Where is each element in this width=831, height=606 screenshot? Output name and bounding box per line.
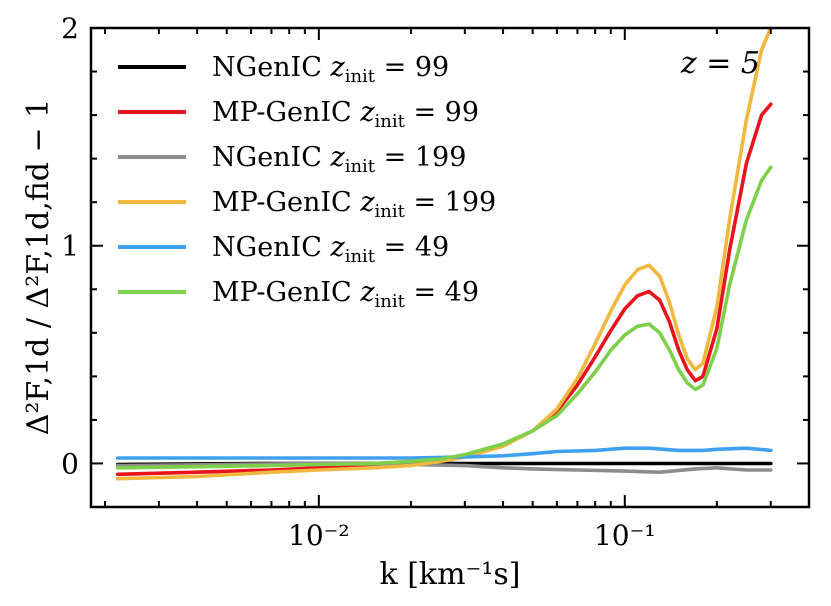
legend-z-symbol: z (359, 187, 375, 218)
x-tick-label: 10⁻² (288, 519, 350, 552)
legend-label: MP-GenIC zinit = 99 (212, 97, 479, 132)
legend-label: MP-GenIC zinit = 49 (212, 277, 479, 312)
series-line-6 (115, 165, 773, 470)
legend-zinit-value: = 49 (405, 277, 479, 308)
legend-label: MP-GenIC zinit = 199 (212, 187, 496, 222)
legend-z-symbol: z (329, 142, 345, 173)
y-tick-label: 0 (61, 447, 79, 480)
legend-z-symbol: z (359, 97, 375, 128)
legend-z-symbol: z (329, 232, 345, 263)
x-tick-label: 10⁻¹ (594, 519, 656, 552)
legend-label: NGenIC zinit = 199 (212, 142, 466, 177)
x-axis-label: k [km⁻¹s] (379, 557, 520, 592)
series-line-4 (115, 28, 773, 481)
legend-label: NGenIC zinit = 99 (212, 52, 449, 87)
legend-z-subscript: init (345, 246, 376, 267)
legend-z-subscript: init (345, 66, 376, 87)
series-layer (115, 28, 773, 481)
legend-zinit-value: = 99 (375, 52, 449, 83)
legend-z-subscript: init (375, 111, 406, 132)
legend-code: MP-GenIC (212, 187, 360, 218)
legend-zinit-value: = 99 (405, 97, 479, 128)
legend-z-symbol: z (359, 277, 375, 308)
legend-z-subscript: init (375, 201, 406, 222)
series-line-5 (115, 446, 773, 460)
legend-z-subscript: init (375, 291, 406, 312)
y-axis-label: Δ²F,1d / Δ²F,1d,fid − 1 (21, 99, 56, 436)
ticks-layer: 0 1 2 10⁻² 10⁻¹ (61, 12, 810, 552)
legend-code: MP-GenIC (212, 97, 360, 128)
legend-zinit-value: = 49 (375, 232, 449, 263)
plot-frame (89, 26, 811, 509)
redshift-annotation: z = 5 (680, 46, 760, 81)
y-tick-label: 1 (61, 230, 79, 263)
legend-zinit-value: = 199 (405, 187, 496, 218)
legend-code: NGenIC (212, 232, 330, 263)
legend-zinit-value: = 199 (375, 142, 466, 173)
legend-z-subscript: init (345, 156, 376, 177)
legend-label: NGenIC zinit = 49 (212, 232, 449, 267)
legend-z-symbol: z (329, 52, 345, 83)
y-tick-label: 2 (61, 12, 79, 45)
legend-code: MP-GenIC (212, 277, 360, 308)
legend-code: NGenIC (212, 142, 330, 173)
legend-code: NGenIC (212, 52, 330, 83)
